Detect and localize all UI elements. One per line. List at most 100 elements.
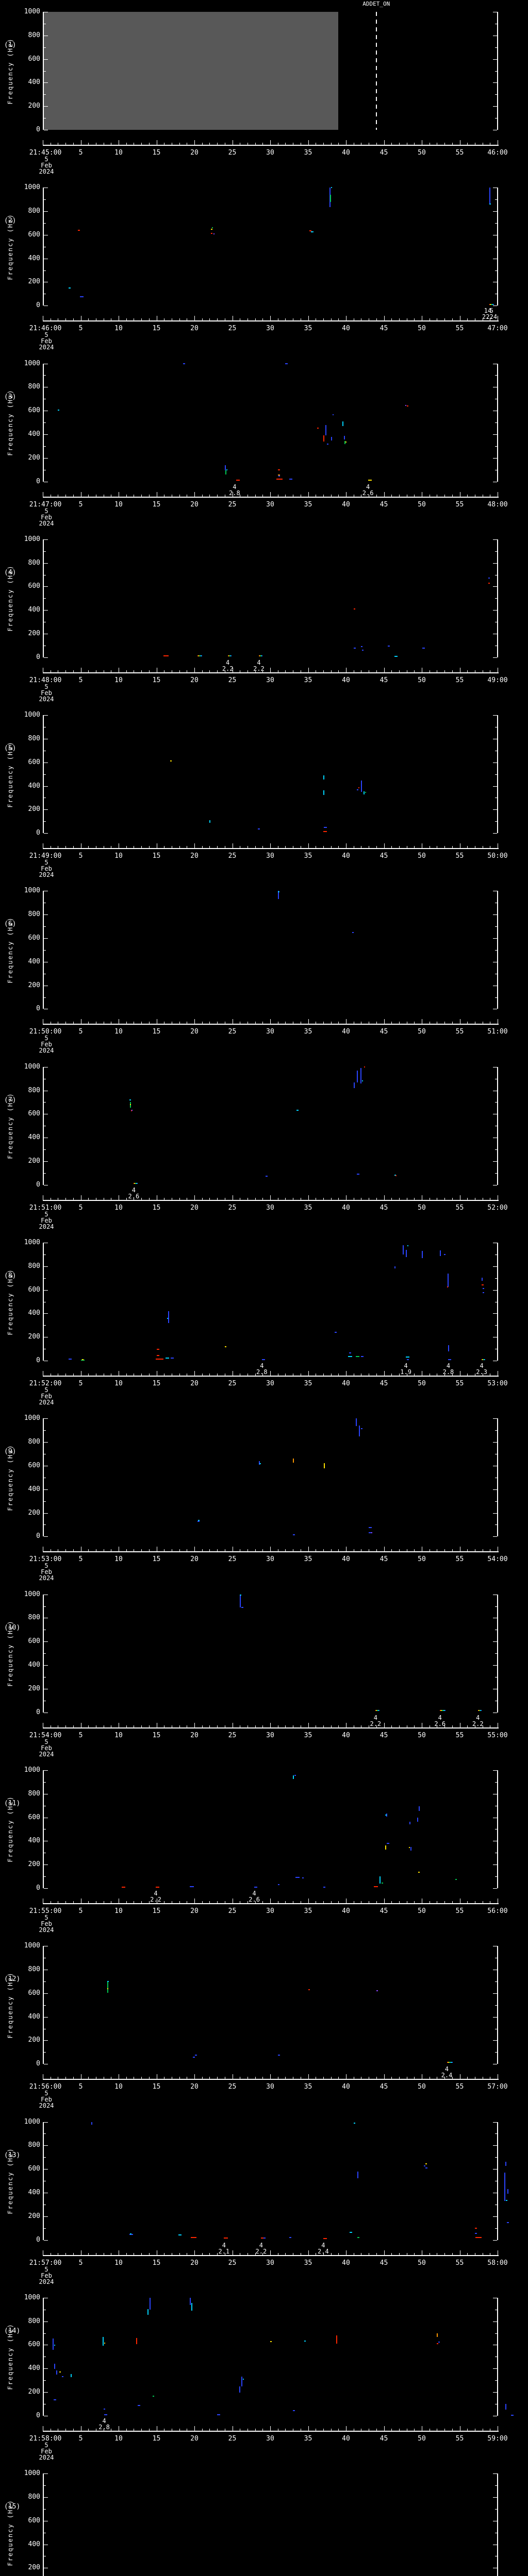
y-axis-title: Frequency (Hz): [7, 1092, 14, 1159]
y-tick-right: [493, 1489, 497, 1490]
x-tick-label: 45: [380, 1907, 388, 1915]
y-tick-label: 800: [28, 734, 40, 742]
y-tick-right: [495, 2333, 497, 2334]
x-tick-label: 50: [418, 500, 426, 509]
time-axis-line: [43, 672, 499, 673]
x-tick: [209, 1549, 210, 1552]
x-tick: [255, 1901, 256, 1903]
detection-mark: [224, 1346, 226, 1347]
x-tick-label: 45: [380, 149, 388, 157]
x-tick: [338, 1725, 339, 1727]
x-tick: [285, 1374, 286, 1376]
y-tick-right: [495, 2228, 497, 2229]
x-tick: [88, 1374, 89, 1376]
x-tick-label: 20: [190, 852, 199, 860]
x-tick: [399, 1022, 400, 1024]
x-tick-label: 40: [342, 500, 350, 509]
x-tick: [452, 2252, 453, 2255]
y-tick-label: 400: [28, 254, 40, 262]
y-tick-label: 1000: [24, 711, 40, 719]
x-tick: [384, 667, 385, 672]
x-tick: [467, 2252, 468, 2255]
detection-mark: [295, 1877, 300, 1878]
date-label-line-1: 5: [44, 2090, 48, 2097]
date-label-line-1: 5: [44, 331, 48, 339]
x-tick-label: 45: [380, 676, 388, 684]
y-tick-label: 600: [28, 1813, 40, 1821]
panel-index-label: (2): [4, 217, 16, 225]
detection-mark: [394, 1266, 396, 1269]
x-tick-label: 30: [266, 1204, 274, 1212]
y-tick-label: 400: [28, 1837, 40, 1845]
detection-mark: [130, 1104, 131, 1106]
x-tick: [73, 1022, 74, 1024]
x-tick: [323, 670, 324, 672]
x-tick-label: 35: [304, 676, 312, 684]
detection-annotation-count: 4: [226, 658, 230, 666]
x-tick: [338, 1549, 339, 1552]
x-tick: [202, 2077, 203, 2079]
detection-mark: [236, 479, 240, 481]
time-axis-line: [43, 2079, 499, 2080]
x-tick: [444, 1901, 446, 1903]
x-tick: [65, 2252, 67, 2255]
x-tick: [270, 1019, 271, 1024]
time-start-label: 21:56:00: [29, 2083, 62, 2091]
x-tick-label: 35: [304, 1555, 312, 1564]
y-tick-right: [493, 1266, 497, 1267]
time-start-label: 21:57:00: [29, 2259, 62, 2267]
x-tick: [467, 846, 468, 849]
x-tick: [73, 494, 74, 497]
x-tick-label: 15: [152, 500, 161, 509]
x-tick: [73, 2428, 74, 2431]
detection-annotation-count: 4: [404, 1362, 408, 1370]
spectrogram-panel-10: (10) Frequency (Hz) 0 200 400 600 800 1000 5 10 15…: [0, 1583, 528, 1758]
date-label-line-2: Feb: [41, 689, 52, 697]
x-tick: [323, 2428, 324, 2431]
y-tick-left: [44, 434, 48, 435]
x-tick-label: 30: [266, 2083, 274, 2091]
x-tick: [262, 143, 263, 145]
detection-annotation-count: 4: [102, 2417, 106, 2425]
y-tick-label: 600: [28, 1637, 40, 1646]
x-tick-label: 35: [304, 1907, 312, 1915]
x-tick: [414, 2252, 415, 2255]
detection-annotation-count: 5: [489, 307, 493, 315]
x-tick-label: 30: [266, 852, 274, 860]
x-tick: [126, 494, 127, 497]
x-tick: [308, 1547, 309, 1552]
detection-mark: [68, 1358, 72, 1360]
panel-index-label: (1): [4, 41, 16, 49]
x-tick: [255, 1022, 256, 1024]
x-tick: [308, 1898, 309, 1903]
y-tick-left: [44, 1606, 46, 1607]
x-tick: [285, 143, 286, 145]
y-axis-title: Frequency (Hz): [7, 2323, 14, 2390]
detection-mark: [311, 231, 314, 232]
detection-annotation-value: 2.8: [442, 1368, 454, 1376]
detection-annotation-count: 4: [438, 1714, 442, 1721]
x-tick: [217, 1022, 218, 1024]
x-tick: [217, 1725, 218, 1727]
x-tick: [391, 2077, 392, 2079]
x-tick: [331, 1901, 332, 1903]
detection-mark: [227, 655, 232, 657]
x-tick: [217, 1901, 218, 1903]
x-tick: [331, 494, 332, 497]
detection-mark: [130, 2233, 131, 2234]
x-tick: [414, 1549, 415, 1552]
x-tick-label: 45: [380, 1555, 388, 1564]
x-tick: [270, 1722, 271, 1727]
x-tick: [217, 1197, 218, 1200]
x-tick: [255, 2428, 256, 2431]
detection-mark: [107, 1981, 109, 1982]
y-tick-right: [493, 563, 497, 564]
x-tick: [202, 846, 203, 849]
detection-mark: [241, 2377, 243, 2386]
y-tick-label: 200: [28, 278, 40, 286]
detection-annotation-value: 2.2: [370, 1720, 382, 1727]
x-tick-label: 20: [190, 1907, 199, 1915]
x-tick: [338, 143, 339, 145]
x-tick: [262, 2252, 263, 2255]
x-tick: [179, 1725, 180, 1727]
